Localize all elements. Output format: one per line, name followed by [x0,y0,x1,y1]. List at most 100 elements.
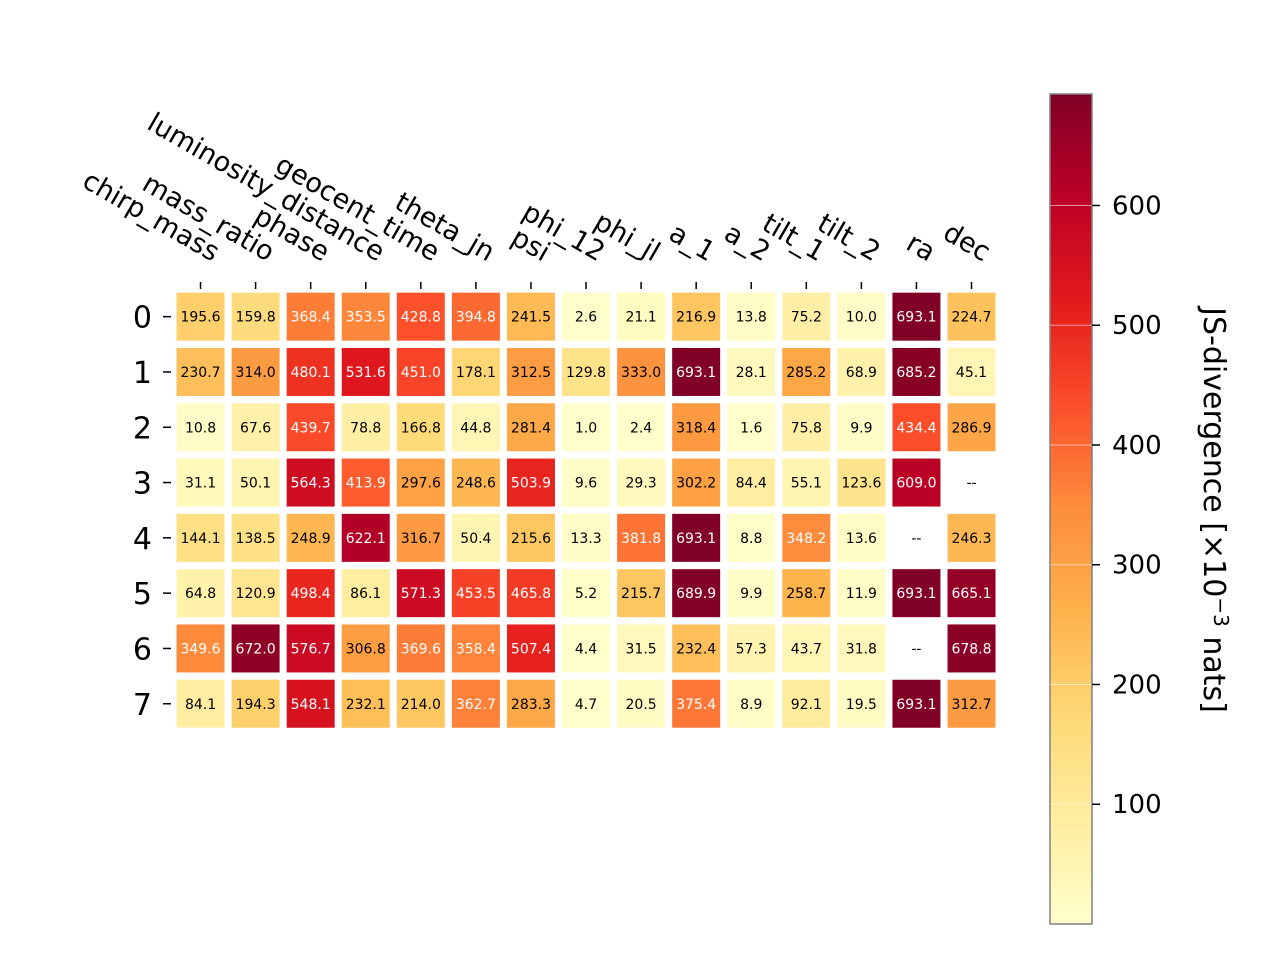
cell-label: 428.8 [401,310,441,326]
heatmap-cell [506,513,555,562]
heatmap-cell [947,403,996,452]
cell-label: 248.9 [291,531,331,547]
cell-label: 564.3 [291,476,331,492]
cell-label: 50.4 [460,531,491,547]
heatmap-cell [617,624,666,673]
heatmap-cell [562,292,611,341]
heatmap-cell [727,458,776,507]
cell-label: 693.1 [676,531,716,547]
cell-label: 214.0 [401,697,441,713]
cell-label: 230.7 [180,365,220,381]
heatmap-cell [231,403,280,452]
heatmap-cell [231,624,280,673]
heatmap-cell [672,347,721,396]
cell-label: 693.1 [896,697,936,713]
cell-label: 50.1 [240,476,271,492]
cell-label: 480.1 [291,365,331,381]
cell-label: 45.1 [956,365,987,381]
heatmap-cell [231,569,280,618]
heatmap-cell [231,292,280,341]
heatmap-cell [892,347,941,396]
cell-label: 9.9 [740,586,762,602]
cell-label: 84.4 [736,476,767,492]
heatmap-cell [451,624,500,673]
colorbar-tick-label: 600 [1112,191,1162,221]
cell-label: 413.9 [346,476,386,492]
heatmap-cell [231,458,280,507]
heatmap-cell [231,347,280,396]
colorbar-gradient [1049,93,1093,925]
colorbar: 100 200 300 400 500 600 JS-divergence [×10−3 … [1049,93,1233,925]
heatmap-cell [782,679,831,728]
cell-label: 314.0 [236,365,276,381]
heatmap-cell [782,624,831,673]
cell-label: 672.0 [236,641,276,657]
cell-label: 258.7 [786,586,826,602]
cell-label: 232.4 [676,641,716,657]
heatmap-cell [727,403,776,452]
heatmap-cell [672,513,721,562]
heatmap-cell [782,513,831,562]
heatmap-cell [837,624,886,673]
cell-label: 283.3 [511,697,551,713]
cell-label: 31.1 [185,476,216,492]
cell-label: 1.6 [740,420,762,436]
heatmap-cell [672,624,721,673]
heatmap-cell [396,513,445,562]
cell-label: 503.9 [511,476,551,492]
heatmap-cell [562,624,611,673]
heatmap-cell [506,292,555,341]
cell-label: 92.1 [791,697,822,713]
column-label: ra [901,227,940,268]
cell-label: 44.8 [460,420,491,436]
heatmap-cell [727,679,776,728]
cell-label: 9.6 [575,476,597,492]
cell-label: 144.1 [180,531,220,547]
cell-label: 241.5 [511,310,551,326]
heatmap-cell [176,347,225,396]
row-label: 2 [133,411,152,446]
heatmap-cell [341,292,390,341]
cell-label: 138.5 [236,531,276,547]
cell-label: 622.1 [346,531,386,547]
heatmap-cell [176,292,225,341]
heatmap-cell [286,624,335,673]
heatmap-cell [727,347,776,396]
heatmap-cell [341,679,390,728]
heatmap-cell [672,292,721,341]
heatmap-cell [396,624,445,673]
heatmap-cell [396,292,445,341]
cell-label: 2.6 [575,310,597,326]
cell-label: 57.3 [736,641,767,657]
cell-label: 194.3 [236,697,276,713]
cell-label: 19.5 [846,697,877,713]
heatmap-cell [396,679,445,728]
cell-label: 286.9 [951,420,991,436]
heatmap-cell [782,292,831,341]
heatmap-cell [837,458,886,507]
heatmap-cell [286,347,335,396]
cell-label: 13.3 [570,531,601,547]
heatmap-cell [562,513,611,562]
heatmap-cell [892,679,941,728]
heatmap-cell [947,569,996,618]
row-label: 6 [133,632,152,667]
cell-label: 43.7 [791,641,822,657]
cell-label: 68.9 [846,365,877,381]
heatmap-cell [176,679,225,728]
heatmap-cell [286,292,335,341]
heatmap-cell [451,292,500,341]
heatmap-cells: 195.6 159.8 368.4 353.5 428.8 394.8 241.5 2.6 21… [176,292,996,728]
heatmap-cell [396,569,445,618]
heatmap-cell [286,403,335,452]
cell-label: 78.8 [350,420,381,436]
heatmap-cell [782,347,831,396]
cell-label: 67.6 [240,420,271,436]
heatmap-cell [892,569,941,618]
heatmap-cell [176,458,225,507]
heatmap-cell [782,458,831,507]
heatmap-cell [341,624,390,673]
heatmap-cell [506,679,555,728]
cell-label: 571.3 [401,586,441,602]
cell-label: 318.4 [676,420,716,436]
